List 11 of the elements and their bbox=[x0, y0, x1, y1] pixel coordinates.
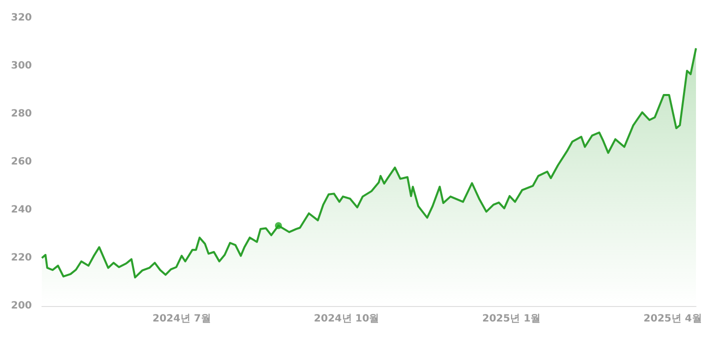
y-tick-label: 320 bbox=[11, 12, 32, 24]
y-tick-label: 260 bbox=[11, 156, 32, 168]
y-tick-label: 280 bbox=[11, 108, 32, 120]
y-tick-label: 300 bbox=[11, 60, 32, 72]
x-tick-label: 2025년 4월 bbox=[644, 314, 702, 324]
y-tick-label: 240 bbox=[11, 204, 32, 216]
y-tick-label: 200 bbox=[11, 300, 32, 312]
x-tick-label: 2024년 7월 bbox=[152, 314, 211, 324]
x-tick-label: 2024년 10월 bbox=[314, 314, 380, 324]
y-tick-label: 220 bbox=[11, 252, 32, 264]
x-tick-label: 2025년 1월 bbox=[482, 314, 541, 324]
